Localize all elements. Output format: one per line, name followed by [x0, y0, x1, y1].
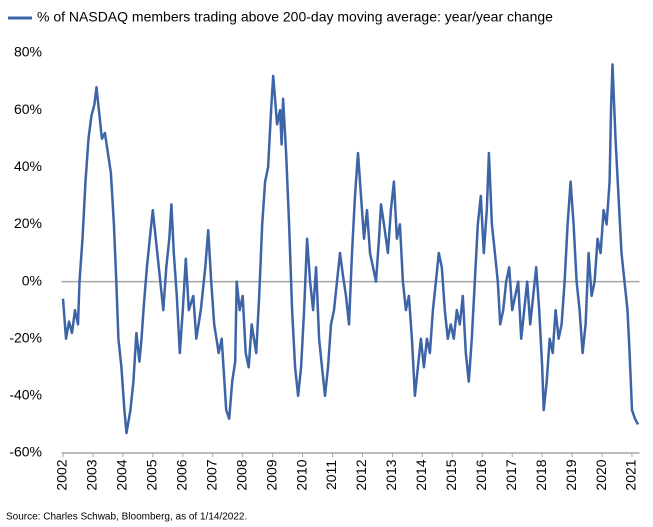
x-tick-label: 2017 [503, 459, 519, 490]
source-note: Source: Charles Schwab, Bloomberg, as of… [6, 512, 247, 523]
y-tick-label: 80% [14, 44, 42, 60]
legend-label: % of NASDAQ members trading above 200-da… [37, 9, 553, 25]
x-tick-label: 2018 [533, 459, 549, 490]
x-tick-label: 2009 [263, 459, 279, 490]
x-tick-label: 2020 [593, 459, 609, 490]
y-tick-label: 40% [14, 158, 42, 174]
y-tick-label: -20% [9, 329, 42, 345]
x-tick-label: 2019 [563, 459, 579, 490]
x-tick-label: 2014 [413, 459, 429, 490]
x-tick-label: 2012 [353, 459, 369, 490]
x-tick-label: 2005 [144, 459, 160, 490]
data-line [61, 63, 640, 435]
x-tick-label: 2021 [623, 459, 639, 490]
x-tick-label: 2004 [114, 459, 130, 490]
y-tick-label: 20% [14, 215, 42, 231]
x-tick-label: 2002 [54, 459, 70, 490]
x-tick-label: 2015 [443, 459, 459, 490]
x-tick-label: 2007 [203, 459, 219, 490]
x-tick-label: 2016 [473, 459, 489, 490]
y-tick-label: 0% [22, 272, 42, 288]
y-tick-label: -60% [9, 444, 42, 460]
x-tick-label: 2010 [293, 459, 309, 490]
x-tick-label: 2013 [383, 459, 399, 490]
y-tick-label: -40% [9, 387, 42, 403]
y-tick-label: 60% [14, 101, 42, 117]
x-tick-label: 2011 [323, 460, 339, 490]
x-tick-label: 2003 [84, 459, 100, 490]
x-tick-label: 2008 [233, 459, 249, 490]
x-tick-label: 2006 [173, 459, 189, 490]
